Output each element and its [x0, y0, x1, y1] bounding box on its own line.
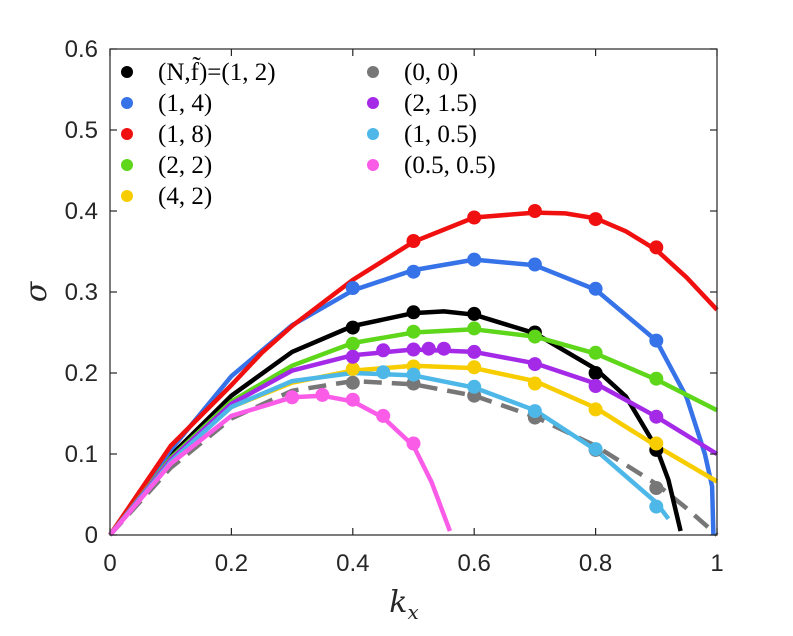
- legend-label-9: (0.5, 0.5): [404, 152, 496, 179]
- series-4-point-3: [467, 321, 482, 336]
- x-tick-label-5: 0.8: [579, 550, 612, 577]
- series-7-point-2: [376, 343, 391, 358]
- series-markers: [285, 204, 664, 514]
- series-8-point-6: [649, 499, 664, 514]
- legend-marker-5: [121, 190, 133, 202]
- legend-marker-8: [367, 128, 379, 140]
- plot-area: [110, 49, 717, 535]
- series-2-point-1: [345, 281, 360, 295]
- series-4-point-5: [588, 345, 603, 360]
- y-tick-label-4: 0.3: [65, 279, 98, 306]
- x-tick-label-3: 0.4: [336, 550, 369, 577]
- series-7-point-6: [467, 344, 482, 359]
- series-2-point-5: [588, 281, 603, 296]
- series-5-point-1: [345, 361, 360, 376]
- x-tick-label-4: 0.6: [458, 550, 491, 577]
- series-3-point-2: [467, 210, 482, 225]
- series-5-point-3: [467, 360, 482, 375]
- series-5-point-6: [649, 436, 664, 451]
- y-tick-label-3: 0.2: [65, 360, 98, 387]
- series-2-point-3: [467, 252, 482, 267]
- legend-marker-6: [367, 66, 379, 78]
- series-2-point-2: [406, 264, 421, 279]
- legend-label-1: (N,f̃)=(1, 2): [158, 57, 276, 86]
- y-tick-label-6: 0.5: [65, 117, 98, 144]
- series-3-point-1: [406, 234, 421, 248]
- series-7-point-8: [588, 379, 603, 393]
- series-9-point-4: [376, 408, 391, 423]
- series-7-point-7: [527, 357, 542, 372]
- series-1-point-2: [406, 305, 421, 320]
- legend-label-8: (1, 0.5): [404, 121, 477, 148]
- series-8-point-2: [406, 367, 421, 382]
- legend-marker-4: [121, 159, 133, 171]
- series-8-point-3: [467, 379, 482, 394]
- legend-label-2: (1, 4): [158, 90, 212, 117]
- series-2-point-4: [527, 257, 542, 272]
- series-line-9: [108, 393, 453, 537]
- y-tick-label-7: 0.6: [65, 36, 98, 63]
- x-tick-label-6: 1: [710, 550, 723, 577]
- y-tick-label-2: 0.1: [65, 441, 98, 468]
- legend-marker-9: [367, 159, 379, 171]
- series-7-point-1: [345, 349, 360, 364]
- legend-marker-1: [121, 66, 133, 78]
- series-9-point-1: [285, 390, 300, 405]
- legend-label-5: (4, 2): [158, 183, 212, 210]
- series-6-point-6: [649, 481, 664, 495]
- series-4-point-2: [406, 324, 421, 339]
- x-tick-label-2: 0.2: [215, 550, 248, 577]
- series-6-point-1: [345, 375, 360, 390]
- series-4-point-6: [649, 371, 664, 386]
- series-7-point-9: [649, 409, 664, 424]
- legend-marker-7: [367, 97, 379, 109]
- series-9-point-3: [345, 392, 360, 407]
- legend-label-3: (1, 8): [158, 121, 212, 148]
- series-7-point-3: [406, 342, 421, 357]
- series-8-point-1: [376, 365, 391, 380]
- legend-label-6: (0, 0): [404, 59, 458, 86]
- x-tick-label-1: 0: [103, 550, 116, 577]
- legend: (N,f̃)=(1, 2) (1, 4) (1, 8) (2, 2) (4, 2) (0,…: [121, 57, 496, 210]
- series-3-point-5: [649, 240, 664, 255]
- series-5-point-5: [588, 402, 603, 417]
- series-4-point-4: [527, 329, 542, 344]
- series-3-point-3: [527, 204, 542, 218]
- legend-label-4: (2, 2): [158, 152, 212, 179]
- series-8-point-5: [588, 442, 603, 457]
- x-axis-label: kx: [389, 585, 418, 624]
- legend-marker-3: [121, 128, 133, 140]
- legend-label-7: (2, 1.5): [404, 90, 477, 117]
- y-tick-label-1: 0: [85, 522, 98, 549]
- series-2-point-6: [649, 333, 664, 348]
- y-axis-label: σ: [19, 280, 54, 302]
- series-9-point-2: [315, 387, 330, 402]
- series-1-point-1: [345, 320, 360, 335]
- series-4-point-1: [345, 336, 360, 351]
- axis-ticks: 0 0.2 0.4 0.6 0.8 1 0 0.1 0.2 0.3 0.4 0.5 0.6: [65, 36, 724, 577]
- series-7-point-5: [436, 341, 451, 356]
- series-5-point-4: [527, 376, 542, 391]
- series-9-point-5: [406, 436, 421, 451]
- series-8-point-4: [527, 404, 542, 419]
- y-tick-label-5: 0.4: [65, 198, 98, 225]
- series-7-point-4: [421, 341, 436, 356]
- series-3-point-4: [588, 212, 603, 227]
- legend-marker-2: [121, 97, 133, 109]
- series-1-point-5: [588, 366, 603, 380]
- series-1-point-3: [467, 306, 482, 321]
